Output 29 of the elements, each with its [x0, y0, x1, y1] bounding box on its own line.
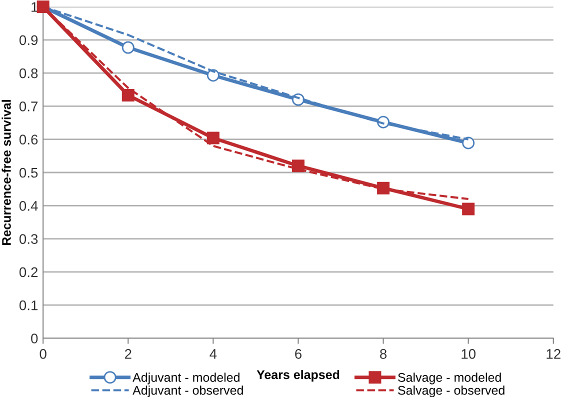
y-tick-label: 0.9	[19, 35, 38, 46]
x-tick-label: 4	[210, 349, 217, 359]
legend-label: Adjuvant - modeled	[132, 372, 240, 384]
y-tick-label: 0.2	[19, 267, 38, 278]
legend-label: Adjuvant - observed	[132, 386, 243, 397]
x-tick-label: 6	[295, 349, 302, 359]
point	[122, 41, 134, 54]
y-tick-label: 1	[32, 2, 38, 12]
y-tick-label: 0.1	[19, 300, 38, 310]
y-tick-label: 0.3	[19, 234, 38, 244]
legend-label: Salvage - modeled	[398, 372, 501, 384]
x-tick-label: 10	[462, 349, 476, 359]
legend-label: Salvage - observed	[398, 386, 504, 397]
point	[462, 202, 475, 216]
x-tick-label: 0	[40, 349, 46, 359]
point	[206, 132, 220, 144]
y-tick-label: 0.7	[19, 102, 38, 112]
x-axis-title: Years elapsed	[256, 370, 340, 382]
point	[122, 89, 134, 102]
y-axis-title: Recurrence-free survival	[2, 100, 11, 245]
x-tick-label: 2	[124, 349, 132, 359]
x-tick-label: 8	[380, 349, 387, 359]
point	[462, 136, 475, 150]
y-tick-label: 0.5	[19, 168, 38, 178]
x-tick-label: 12	[546, 349, 560, 359]
y-tick-label: 0.4	[19, 200, 38, 211]
y-tick-label: 0	[31, 334, 38, 344]
y-tick-label: 0.6	[19, 134, 38, 145]
y-tick-label: 0.8	[19, 68, 38, 78]
